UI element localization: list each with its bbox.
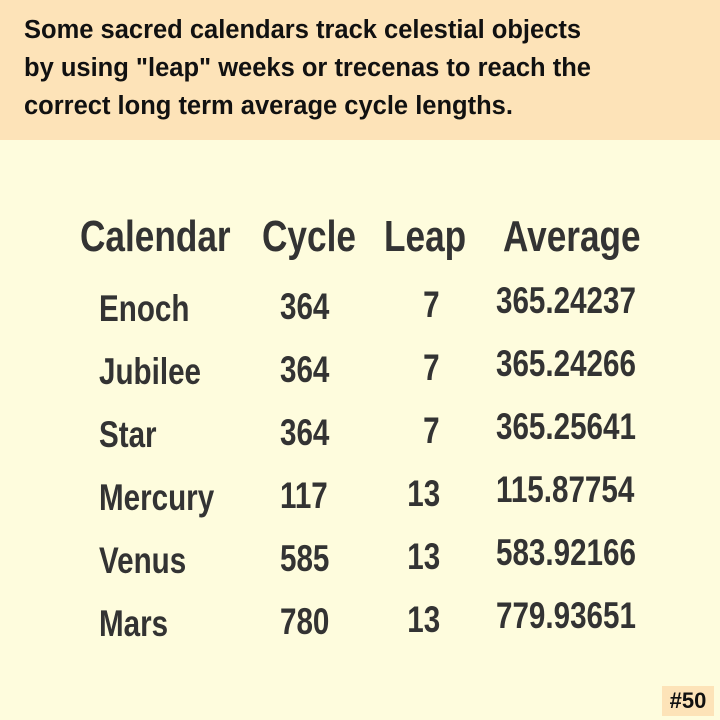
leap-value: 7 [423, 410, 440, 451]
calendar-name: Venus [99, 540, 187, 581]
header-text: Some sacred calendars track celestial ob… [24, 16, 582, 44]
leap-value: 13 [407, 599, 440, 640]
cycle-value: 117 [280, 475, 328, 516]
calendar-name: Star [99, 414, 157, 455]
leap-value: 13 [407, 473, 440, 514]
header-text: correct long term average cycle lengths. [24, 92, 513, 120]
leap-value: 7 [423, 347, 440, 388]
average-value: 365.24266 [496, 343, 636, 384]
average-value: 115.87754 [496, 469, 635, 510]
cycle-value: 364 [280, 412, 330, 453]
page-badge: #50 [662, 686, 714, 716]
average-value: 583.92166 [496, 532, 636, 573]
cycle-value: 364 [280, 286, 330, 327]
column-header: Calendar [80, 212, 231, 261]
calendar-name: Mercury [99, 477, 215, 518]
cycle-value: 585 [280, 538, 330, 579]
calendar-name: Mars [99, 603, 169, 644]
calendar-name: Enoch [99, 288, 190, 329]
average-value: 779.93651 [496, 595, 636, 636]
average-value: 365.24237 [496, 280, 636, 321]
calendar-name: Jubilee [99, 351, 201, 392]
column-header: Average [503, 212, 641, 261]
column-header: Leap [384, 212, 467, 261]
header-text: by using "leap" weeks or trecenas to rea… [24, 54, 591, 82]
leap-value: 7 [423, 284, 440, 325]
header: Some sacred calendars track celestial ob… [0, 0, 720, 140]
cycle-value: 364 [280, 349, 330, 390]
cycle-value: 780 [280, 601, 330, 642]
column-header: Cycle [262, 212, 356, 261]
average-value: 365.25641 [496, 406, 636, 447]
leap-value: 13 [407, 536, 440, 577]
